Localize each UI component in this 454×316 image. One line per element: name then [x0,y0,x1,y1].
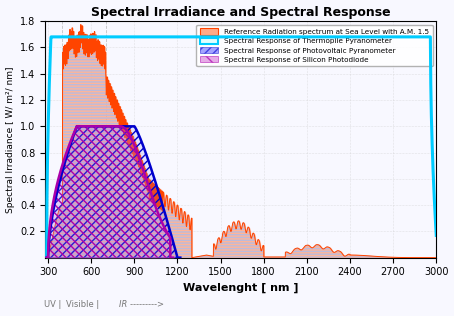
Title: Spectral Irradiance and Spectral Response: Spectral Irradiance and Spectral Respons… [91,6,390,19]
Legend: Reference Radiation spectrum at Sea Level with A.M. 1.5, Spectral Response of Th: Reference Radiation spectrum at Sea Leve… [197,25,433,66]
Text: Visible |: Visible | [66,300,99,309]
Text: UV |: UV | [44,300,62,309]
Y-axis label: Spectral Irradiance [ W/ m²/ nm]: Spectral Irradiance [ W/ m²/ nm] [5,66,15,213]
Text: IR --------->: IR ---------> [119,300,164,309]
X-axis label: Wavelenght [ nm ]: Wavelenght [ nm ] [183,283,298,293]
